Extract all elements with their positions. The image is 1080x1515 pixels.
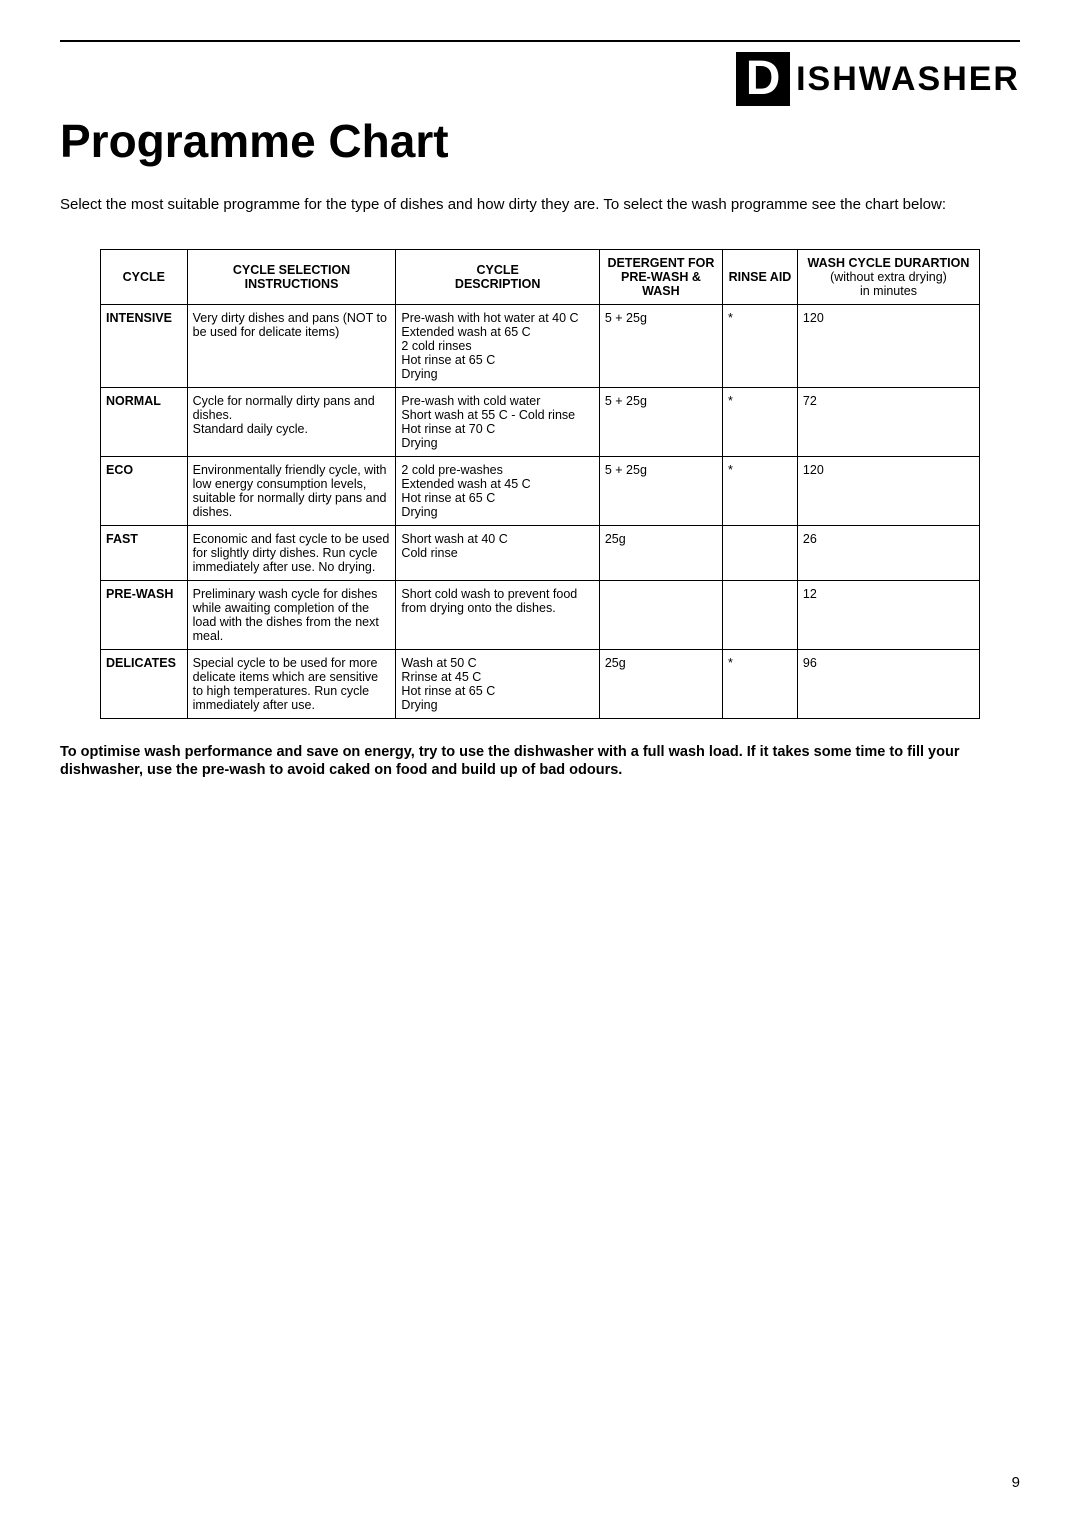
cell-rinse-aid: * [722,387,797,456]
th-detergent-l2: PRE-WASH & WASH [621,270,701,298]
th-selection: CYCLE SELECTION INSTRUCTIONS [187,249,396,304]
th-dur-l2: (without extra drying) [830,270,947,284]
programme-table: CYCLE CYCLE SELECTION INSTRUCTIONS CYCLE… [100,249,980,719]
chart-wrapper: CYCLE CYCLE SELECTION INSTRUCTIONS CYCLE… [60,249,1020,719]
cell-description: Wash at 50 CRrinse at 45 CHot rinse at 6… [396,649,599,718]
th-detergent-l1: DETERGENT FOR [607,256,714,270]
intro-text: Select the most suitable programme for t… [60,196,1020,215]
cell-selection: Special cycle to be used for more delica… [187,649,396,718]
cell-duration: 72 [797,387,979,456]
cell-detergent [599,580,722,649]
th-desc-l1: CYCLE [476,263,518,277]
logo-letter: D [746,55,781,103]
footer-note: To optimise wash performance and save on… [60,743,1020,779]
table-body: INTENSIVEVery dirty dishes and pans (NOT… [101,304,980,718]
cell-description: Pre-wash with cold waterShort wash at 55… [396,387,599,456]
cell-cycle: ECO [101,456,188,525]
table-header-row: CYCLE CYCLE SELECTION INSTRUCTIONS CYCLE… [101,249,980,304]
cell-detergent: 25g [599,649,722,718]
logo-box: D [736,52,790,106]
cell-duration: 96 [797,649,979,718]
cell-description: 2 cold pre-washesExtended wash at 45 CHo… [396,456,599,525]
cell-duration: 120 [797,456,979,525]
cell-description: Short cold wash to prevent food from dry… [396,580,599,649]
cell-cycle: PRE-WASH [101,580,188,649]
cell-description: Short wash at 40 CCold rinse [396,525,599,580]
th-selection-l2: INSTRUCTIONS [245,277,339,291]
cell-cycle: NORMAL [101,387,188,456]
cell-detergent: 25g [599,525,722,580]
cell-selection: Economic and fast cycle to be used for s… [187,525,396,580]
cell-rinse-aid: * [722,304,797,387]
cell-duration: 12 [797,580,979,649]
th-rinse: RINSE AID [722,249,797,304]
th-detergent: DETERGENT FOR PRE-WASH & WASH [599,249,722,304]
cell-selection: Cycle for normally dirty pans and dishes… [187,387,396,456]
table-row: FASTEconomic and fast cycle to be used f… [101,525,980,580]
cell-selection: Preliminary wash cycle for dishes while … [187,580,396,649]
cell-cycle: INTENSIVE [101,304,188,387]
cell-selection: Very dirty dishes and pans (NOT to be us… [187,304,396,387]
cell-rinse-aid: * [722,456,797,525]
table-row: PRE-WASHPreliminary wash cycle for dishe… [101,580,980,649]
th-cycle: CYCLE [101,249,188,304]
th-dur-l3: in minutes [860,284,917,298]
th-duration: WASH CYCLE DURARTION (without extra dryi… [797,249,979,304]
logo-word: ISHWASHER [796,60,1020,99]
cell-detergent: 5 + 25g [599,456,722,525]
cell-detergent: 5 + 25g [599,304,722,387]
cell-duration: 26 [797,525,979,580]
table-row: INTENSIVEVery dirty dishes and pans (NOT… [101,304,980,387]
table-row: NORMALCycle for normally dirty pans and … [101,387,980,456]
th-selection-l1: CYCLE SELECTION [233,263,350,277]
cell-description: Pre-wash with hot water at 40 CExtended … [396,304,599,387]
cell-rinse-aid [722,580,797,649]
cell-cycle: FAST [101,525,188,580]
cell-selection: Environmentally friendly cycle, with low… [187,456,396,525]
table-row: DELICATESSpecial cycle to be used for mo… [101,649,980,718]
page-number: 9 [1012,1474,1020,1491]
table-row: ECOEnvironmentally friendly cycle, with … [101,456,980,525]
cell-rinse-aid [722,525,797,580]
logo-block: D ISHWASHER [60,52,1020,106]
th-dur-l1: WASH CYCLE DURARTION [808,256,970,270]
th-desc: CYCLE DESCRIPTION [396,249,599,304]
cell-rinse-aid: * [722,649,797,718]
page-title: Programme Chart [60,114,1020,168]
cell-cycle: DELICATES [101,649,188,718]
top-rule [60,40,1020,42]
cell-detergent: 5 + 25g [599,387,722,456]
th-desc-l2: DESCRIPTION [455,277,540,291]
cell-duration: 120 [797,304,979,387]
